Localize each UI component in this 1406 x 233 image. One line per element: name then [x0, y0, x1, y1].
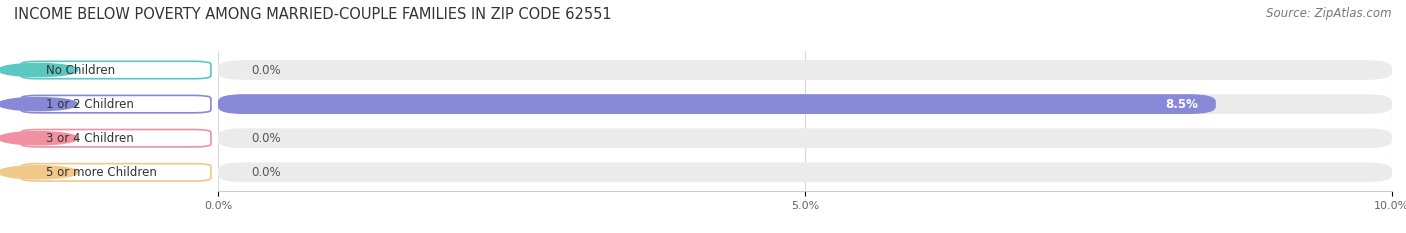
Text: 1 or 2 Children: 1 or 2 Children: [46, 98, 134, 111]
FancyBboxPatch shape: [218, 94, 1392, 114]
Text: INCOME BELOW POVERTY AMONG MARRIED-COUPLE FAMILIES IN ZIP CODE 62551: INCOME BELOW POVERTY AMONG MARRIED-COUPL…: [14, 7, 612, 22]
Text: 3 or 4 Children: 3 or 4 Children: [46, 132, 134, 145]
Text: 5 or more Children: 5 or more Children: [46, 166, 157, 179]
FancyBboxPatch shape: [218, 128, 1392, 148]
Text: 8.5%: 8.5%: [1166, 98, 1198, 111]
FancyBboxPatch shape: [218, 94, 1216, 114]
Text: 0.0%: 0.0%: [250, 64, 280, 76]
Text: 0.0%: 0.0%: [250, 166, 280, 179]
Text: 0.0%: 0.0%: [250, 132, 280, 145]
FancyBboxPatch shape: [218, 60, 1392, 80]
Text: Source: ZipAtlas.com: Source: ZipAtlas.com: [1267, 7, 1392, 20]
FancyBboxPatch shape: [218, 162, 1392, 182]
Text: No Children: No Children: [46, 64, 115, 76]
